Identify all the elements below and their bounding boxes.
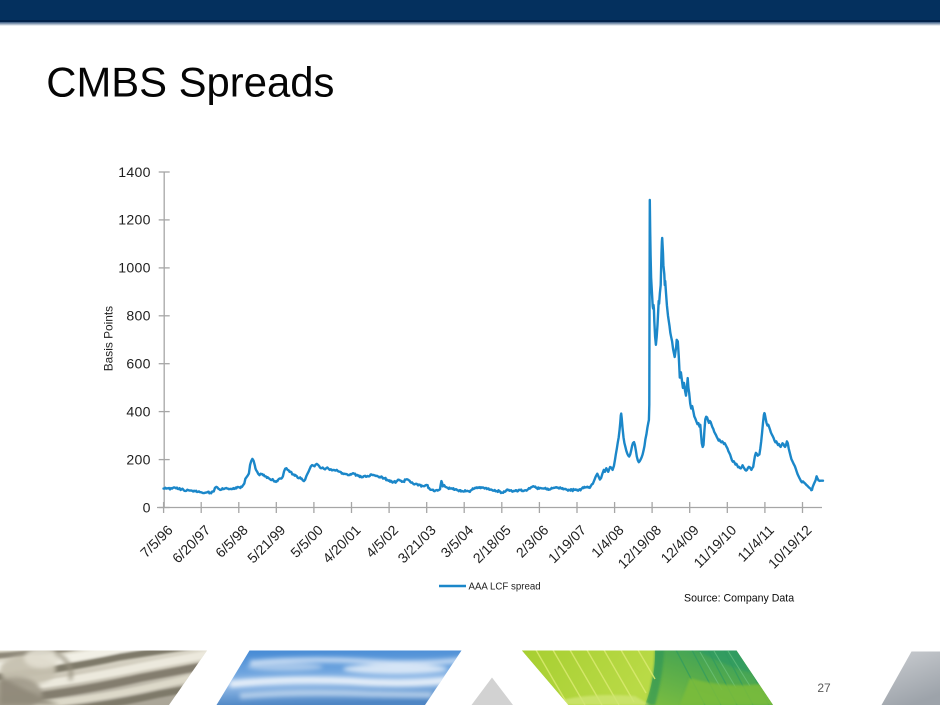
svg-text:Source: Company Data: Source: Company Data: [684, 593, 794, 605]
svg-text:5/21/99: 5/21/99: [244, 522, 288, 566]
svg-text:Basis Points: Basis Points: [101, 306, 115, 371]
svg-text:6/20/97: 6/20/97: [169, 522, 213, 566]
svg-text:400: 400: [126, 403, 150, 419]
svg-text:2/18/05: 2/18/05: [470, 522, 514, 566]
svg-text:27: 27: [817, 681, 831, 695]
svg-text:800: 800: [126, 308, 150, 324]
svg-text:1400: 1400: [118, 164, 151, 180]
svg-text:200: 200: [126, 451, 150, 467]
svg-text:CMBS Spreads: CMBS Spreads: [46, 58, 334, 105]
svg-text:4/20/01: 4/20/01: [319, 522, 363, 566]
svg-text:1200: 1200: [118, 212, 151, 228]
svg-text:0: 0: [143, 499, 151, 515]
svg-text:AAA LCF spread: AAA LCF spread: [469, 582, 541, 593]
svg-text:600: 600: [126, 356, 150, 372]
svg-text:1000: 1000: [118, 260, 151, 276]
svg-text:3/21/03: 3/21/03: [394, 522, 438, 566]
svg-text:1/19/07: 1/19/07: [545, 522, 589, 566]
